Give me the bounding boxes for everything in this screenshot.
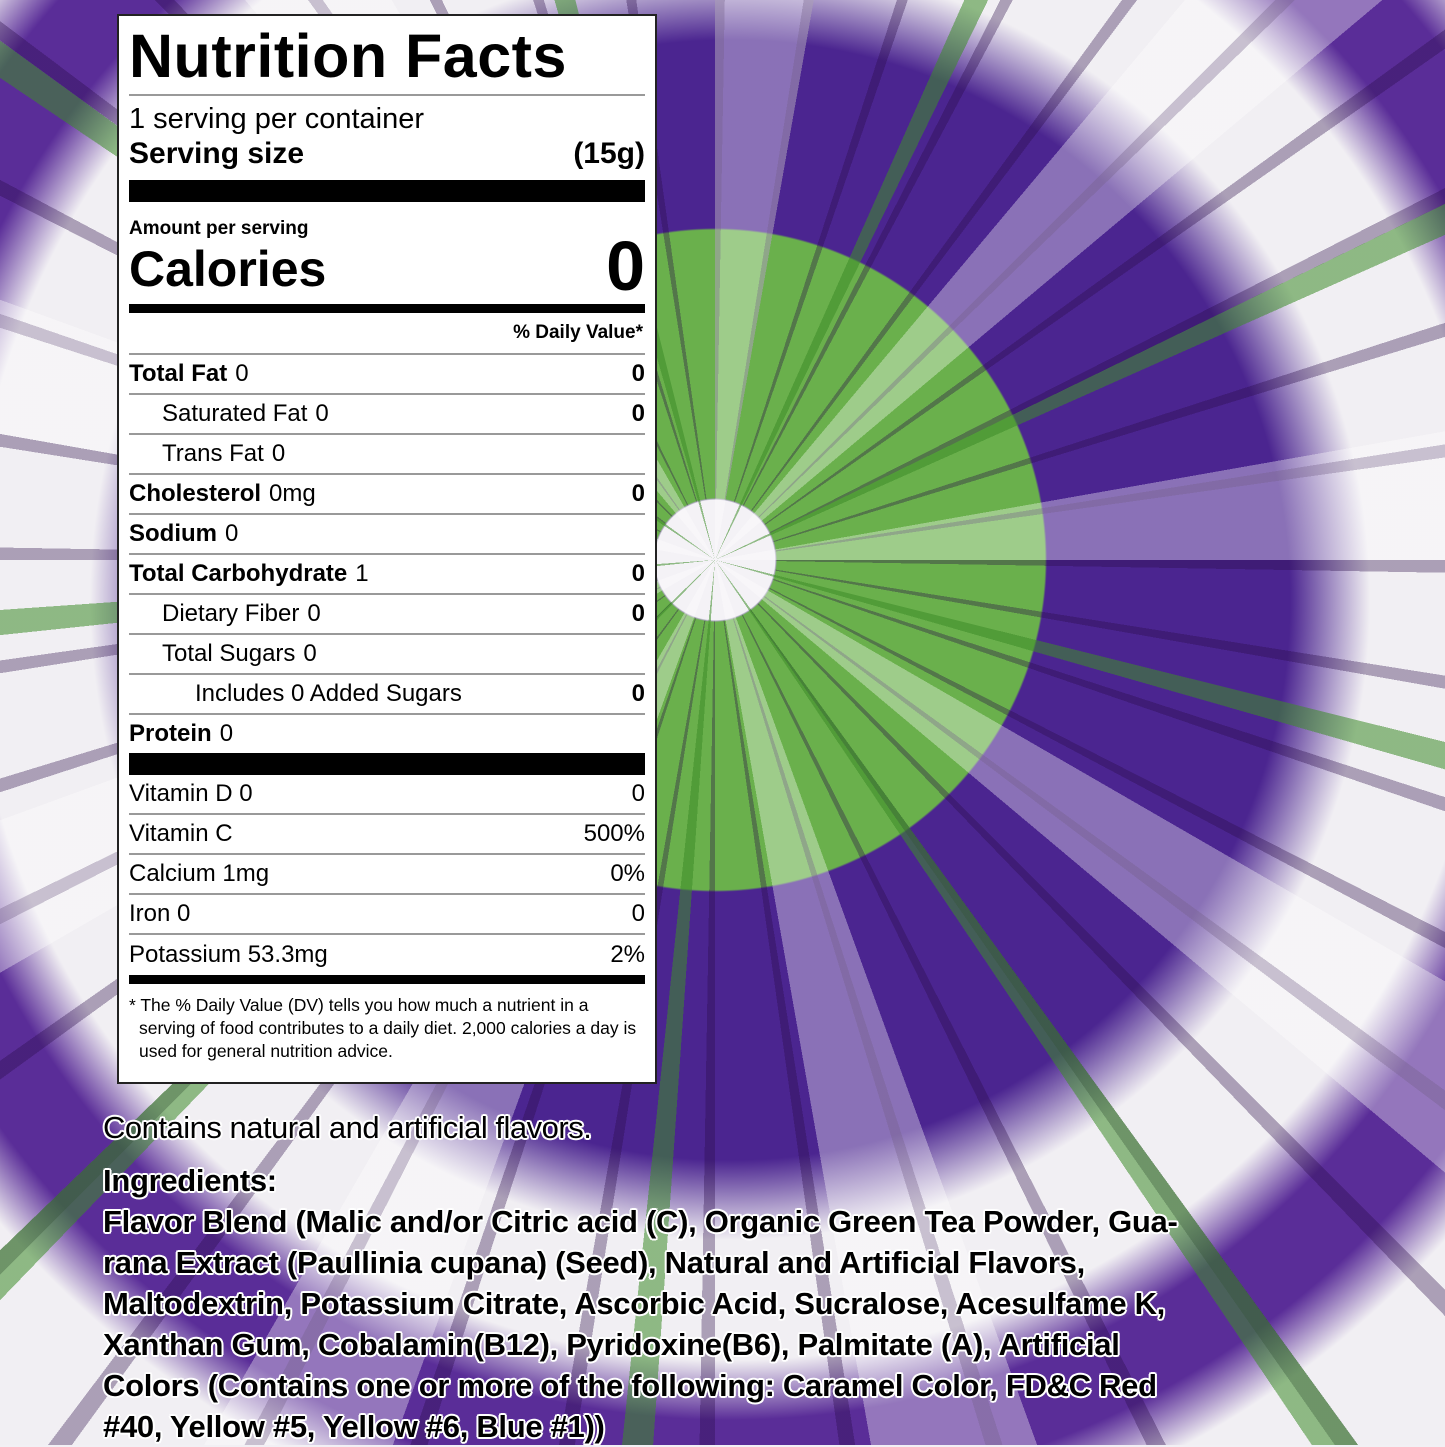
thick-divider: [129, 180, 645, 202]
daily-value-header: % Daily Value*: [129, 313, 645, 355]
ingredients-line: #40, Yellow #5, Yellow #6, Blue #1)): [103, 1409, 605, 1444]
vitamin-name: Calcium 1mg: [129, 860, 270, 887]
nutrient-label: Includes 0 Added Sugars: [195, 680, 462, 707]
nutrient-name: Dietary Fiber 0: [162, 600, 321, 628]
vitamin-row: Vitamin D 0 0: [129, 775, 645, 815]
nutrient-amount: 0: [271, 440, 286, 467]
medium-divider: [129, 304, 645, 313]
calories-value: 0: [606, 227, 645, 305]
nutrient-amount: 0: [303, 640, 317, 667]
calories-label: Calories: [129, 241, 327, 297]
nutrient-amount: 1: [355, 560, 369, 587]
ingredients-block: Ingredients: Flavor Blend (Malic and/or …: [103, 1160, 1178, 1447]
nutrient-daily-value: 0: [631, 360, 645, 387]
vitamin-row: Calcium 1mg 0%: [129, 855, 645, 895]
vitamin-daily-value: 500%: [583, 820, 645, 847]
nutrient-label: Dietary Fiber: [162, 600, 300, 627]
servings-per-container: 1 serving per container: [129, 103, 424, 135]
nutrient-name: Trans Fat 0: [162, 440, 285, 468]
nutrient-row: Saturated Fat 0 0: [129, 395, 645, 435]
nutrient-row: Total Fat 0 0: [129, 355, 645, 395]
ingredients-text: Flavor Blend (Malic and/or Citric acid (…: [103, 1201, 1178, 1447]
nutrient-row: Sodium 0: [129, 515, 645, 555]
nutrient-label: Total Fat: [129, 360, 228, 387]
nutrient-label: Total Carbohydrate: [129, 560, 348, 587]
vitamin-daily-value: 0%: [610, 860, 645, 887]
nutrient-row: Protein 0: [129, 715, 645, 753]
nutrient-daily-value: 0: [631, 560, 645, 587]
ingredients-heading: Ingredients:: [103, 1163, 277, 1198]
vitamin-list: Vitamin D 0 0 Vitamin C 500% Calcium 1mg 0% Ir…: [129, 775, 645, 984]
nutrient-name: Saturated Fat 0: [162, 400, 329, 428]
nutrient-label: Saturated Fat: [162, 400, 308, 427]
nutrient-amount: 0mg: [269, 480, 316, 507]
amount-per-serving: Amount per serving: [129, 218, 309, 239]
ingredients-line: Flavor Blend (Malic and/or Citric acid (…: [103, 1204, 1178, 1239]
vitamin-row: Potassium 53.3mg 2%: [129, 935, 645, 984]
contains-flavors-note: Contains natural and artificial flavors.: [103, 1110, 592, 1145]
nutrient-row: Total Sugars 0: [129, 635, 645, 675]
nutrient-amount: 0: [219, 720, 234, 747]
nutrient-name: Includes 0 Added Sugars: [195, 680, 462, 708]
ingredients-line: rana Extract (Paullinia cupana) (Seed), …: [103, 1245, 1085, 1280]
divider: [129, 94, 645, 96]
nutrient-amount: 0: [315, 400, 329, 427]
vitamin-daily-value: 0: [631, 900, 645, 927]
serving-size: Serving size (15g): [129, 136, 645, 172]
nutrient-name: Protein 0: [129, 720, 233, 748]
nutrient-name: Total Fat 0: [129, 360, 249, 388]
label-title: Nutrition Facts: [129, 22, 567, 90]
nutrition-facts-label: Nutrition Facts 1 serving per container …: [117, 14, 657, 1084]
ingredients-line: Xanthan Gum, Cobalamin(B12), Pyridoxine(…: [103, 1327, 1120, 1362]
ingredients-line: Colors (Contains one or more of the foll…: [103, 1368, 1157, 1403]
nutrient-row: Includes 0 Added Sugars 0: [129, 675, 645, 715]
vitamin-name: Vitamin D 0: [129, 780, 253, 807]
vitamin-name: Iron 0: [129, 900, 191, 927]
nutrient-daily-value: 0: [631, 400, 645, 427]
vitamin-daily-value: 2%: [610, 941, 645, 968]
nutrient-daily-value: 0: [631, 680, 645, 707]
nutrient-row: Dietary Fiber 0 0: [129, 595, 645, 635]
ingredients-line: Maltodextrin, Potassium Citrate, Ascorbi…: [103, 1286, 1165, 1321]
serving-size-label: Serving size: [129, 137, 305, 170]
nutrient-name: Total Sugars 0: [162, 640, 317, 668]
nutrient-label: Protein: [129, 720, 212, 747]
nutrient-label: Cholesterol: [129, 480, 262, 507]
nutrient-daily-value: 0: [631, 600, 645, 627]
vitamin-name: Vitamin C: [129, 820, 233, 847]
footnote: * The % Daily Value (DV) tells you how m…: [129, 995, 637, 1061]
nutrient-daily-value: 0: [631, 480, 645, 507]
nutrient-amount: 0: [307, 600, 321, 627]
nutrient-label: Total Sugars: [162, 640, 296, 667]
nutrient-name: Total Carbohydrate 1: [129, 560, 369, 588]
vitamin-daily-value: 0: [631, 780, 645, 807]
nutrient-list: Total Fat 0 0 Saturated Fat 0 0 Trans Fat 0 Chol…: [129, 355, 645, 753]
nutrient-row: Cholesterol 0mg 0: [129, 475, 645, 515]
nutrient-name: Cholesterol 0mg: [129, 480, 316, 508]
nutrient-amount: 0: [235, 360, 249, 387]
thick-divider: [129, 753, 645, 775]
nutrient-label: Sodium: [129, 520, 217, 547]
nutrient-row: Total Carbohydrate 1 0: [129, 555, 645, 595]
vitamin-name: Potassium 53.3mg: [129, 941, 328, 968]
vitamin-row: Iron 0 0: [129, 895, 645, 935]
calories-row: Calories 0: [129, 231, 645, 301]
nutrient-label: Trans Fat: [162, 440, 264, 467]
vitamin-row: Vitamin C 500%: [129, 815, 645, 855]
nutrient-row: Trans Fat 0: [129, 435, 645, 475]
nutrient-amount: 0: [225, 520, 239, 547]
nutrient-name: Sodium 0: [129, 520, 238, 548]
serving-size-value: (15g): [573, 137, 645, 170]
